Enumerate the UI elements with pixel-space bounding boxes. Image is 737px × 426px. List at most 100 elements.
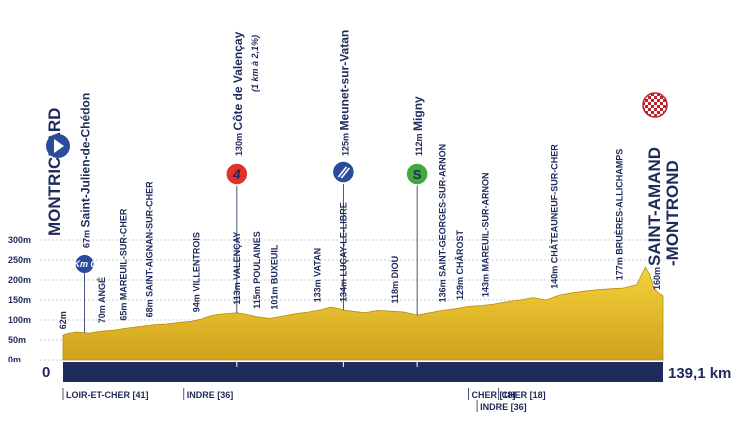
place-name: POULAINES [252,231,262,284]
place-altitude: 130m [234,130,244,156]
finish-flag-icon [642,92,668,118]
place-name: CHÂTEAUNEUF-SUR-CHER [549,144,560,263]
town-label: 68m SAINT-AIGNAN-SUR-CHER [144,181,154,318]
sprint-badge [405,162,429,186]
place-label-text: 177m BRUÈRES-ALLICHAMPS [614,149,624,281]
place-altitude: 112m [414,131,424,156]
place-label-text: 130m Côte de Valençay [231,31,245,156]
climb-cat-text: 4 [232,166,241,182]
place-label-text: 101m BUXEUIL [269,244,279,310]
place-altitude: 177m [614,255,624,281]
place-name: Migny [411,96,425,131]
place-name: MAREUIL-SUR-ARNON [481,173,491,272]
department-label: CHER [18] [471,390,515,400]
place-altitude: 133m [312,277,322,303]
place-altitude: 160m [652,267,662,290]
place-altitude: 129m [455,274,465,300]
place-name: MAREUIL-SUR-CHER [118,208,128,300]
place-name: Côte de Valençay [231,31,245,130]
place-altitude: 125m [340,130,350,156]
axis-bar [63,362,663,382]
place-altitude: 67m [82,227,92,248]
x-tick-label: 65 [336,365,352,381]
town-label: 143m MAREUIL-SUR-ARNON [481,173,491,298]
place-name: SAINT-AIGNAN-SUR-CHER [144,181,154,297]
elevation-profile-fill [62,266,664,361]
sprint-badge-text: S [413,167,422,182]
town-label: 101m BUXEUIL [269,244,279,310]
town-label: 70m ANGÉ [97,277,107,323]
town-label: 115m POULAINES [252,231,262,309]
start-altitude-label: 62m [58,311,68,329]
y-tick-label: 150m [8,295,31,305]
place-label-text: 129m CHÂROST [454,229,465,300]
y-tick-label: 300m [8,235,31,245]
place-label-text: 94m VILLENTROIS [192,232,202,312]
place-altitude: 62m [58,311,68,329]
climb-label: 130m Côte de Valençay [231,31,245,156]
place-label-text: 118m DIOU [390,256,400,304]
town-label: 177m BRUÈRES-ALLICHAMPS [614,149,624,281]
finish-name-label: SAINT-AMAND -MONTROND [645,147,682,266]
place-name: BRUÈRES-ALLICHAMPS [614,149,624,255]
place-altitude: 68m [144,297,154,318]
place-label-text: 67m Saint-Julien-de-Chédon [79,93,93,248]
finish-altitude-label: 160m [652,267,662,290]
place-altitude: 118m [390,278,400,303]
y-tick-label: 0m [8,355,21,365]
place-label-text: 62m [58,311,68,329]
town-label: 140m CHÂTEAUNEUF-SUR-CHER [549,144,560,289]
place-name: DIOU [390,256,400,279]
y-tick-label: 100m [8,315,31,325]
x-tick-label: 139,1 km [668,365,731,382]
start-name-text: MONTRICHARD [45,108,64,236]
y-tick-label: 250m [8,255,31,265]
place-altitude: 136m [438,277,448,303]
place-altitude: 143m [481,272,491,298]
climb-note-text: (1 km à 2,1%) [250,35,260,92]
town-label: 136m SAINT-GEORGES-SUR-ARNON [438,144,448,303]
place-label-text: 136m SAINT-GEORGES-SUR-ARNON [438,144,448,303]
town-label: 94m VILLENTROIS [192,232,202,312]
place-label-text: 65m MAREUIL-SUR-CHER [118,208,128,321]
place-altitude: 115m [252,284,262,309]
x-tick-label: 82,1 [404,365,431,381]
place-label-text: 115m POULAINES [252,231,262,309]
department-label: CHER [18] [502,390,546,400]
finish-name-line: -MONTROND [663,160,682,266]
intermediate-slash-icon [337,166,350,179]
start-name-label: MONTRICHARD [45,108,64,236]
place-label-text: 143m MAREUIL-SUR-ARNON [481,173,491,298]
place-altitude: 140m [550,263,560,289]
place-name: SAINT-GEORGES-SUR-ARNON [438,144,448,277]
department-label: INDRE [36] [187,390,234,400]
place-altitude: 70m [97,303,107,323]
town-label: 118m DIOU [390,256,400,304]
y-axis-ticks: 300m 250m 200m 150m 100m 50m 0m [8,235,31,365]
place-label-text: 112m Migny [411,96,425,156]
place-label-text: 70m ANGÉ [97,277,107,323]
place-name: BUXEUIL [269,244,279,284]
place-label-text: 125m Meunet-sur-Vatan [337,30,351,156]
climb-note: (1 km à 2,1%) [250,35,260,92]
x-tick-label: 0 [42,364,50,381]
town-label: 129m CHÂROST [454,229,465,300]
intermediate-label: 125m Meunet-sur-Vatan [337,30,351,156]
climb-cat-badge [225,162,249,186]
place-name: VILLENTROIS [192,232,202,292]
place-label-text: 68m SAINT-AIGNAN-SUR-CHER [144,181,154,318]
place-name: ANGÉ [97,277,107,303]
sprint-label: 112m Migny [411,96,425,156]
elevation-area [62,266,664,361]
km0-badge-icon [75,255,94,273]
km0-place-label: 67m Saint-Julien-de-Chédon [79,93,93,248]
place-altitude: 65m [118,300,128,321]
town-label: 133m VATAN [312,248,322,303]
place-name: Saint-Julien-de-Chédon [79,93,93,228]
finish-name-line: SAINT-AMAND [645,147,664,266]
distance-axis-bar: 0 40,3 65 82,1 139,1 km [0,362,737,382]
y-tick-label: 50m [8,335,26,345]
place-name: VATAN [312,248,322,277]
department-labels: LOIR-ET-CHER [41] INDRE [36] CHER [18]CHER… [62,388,546,412]
